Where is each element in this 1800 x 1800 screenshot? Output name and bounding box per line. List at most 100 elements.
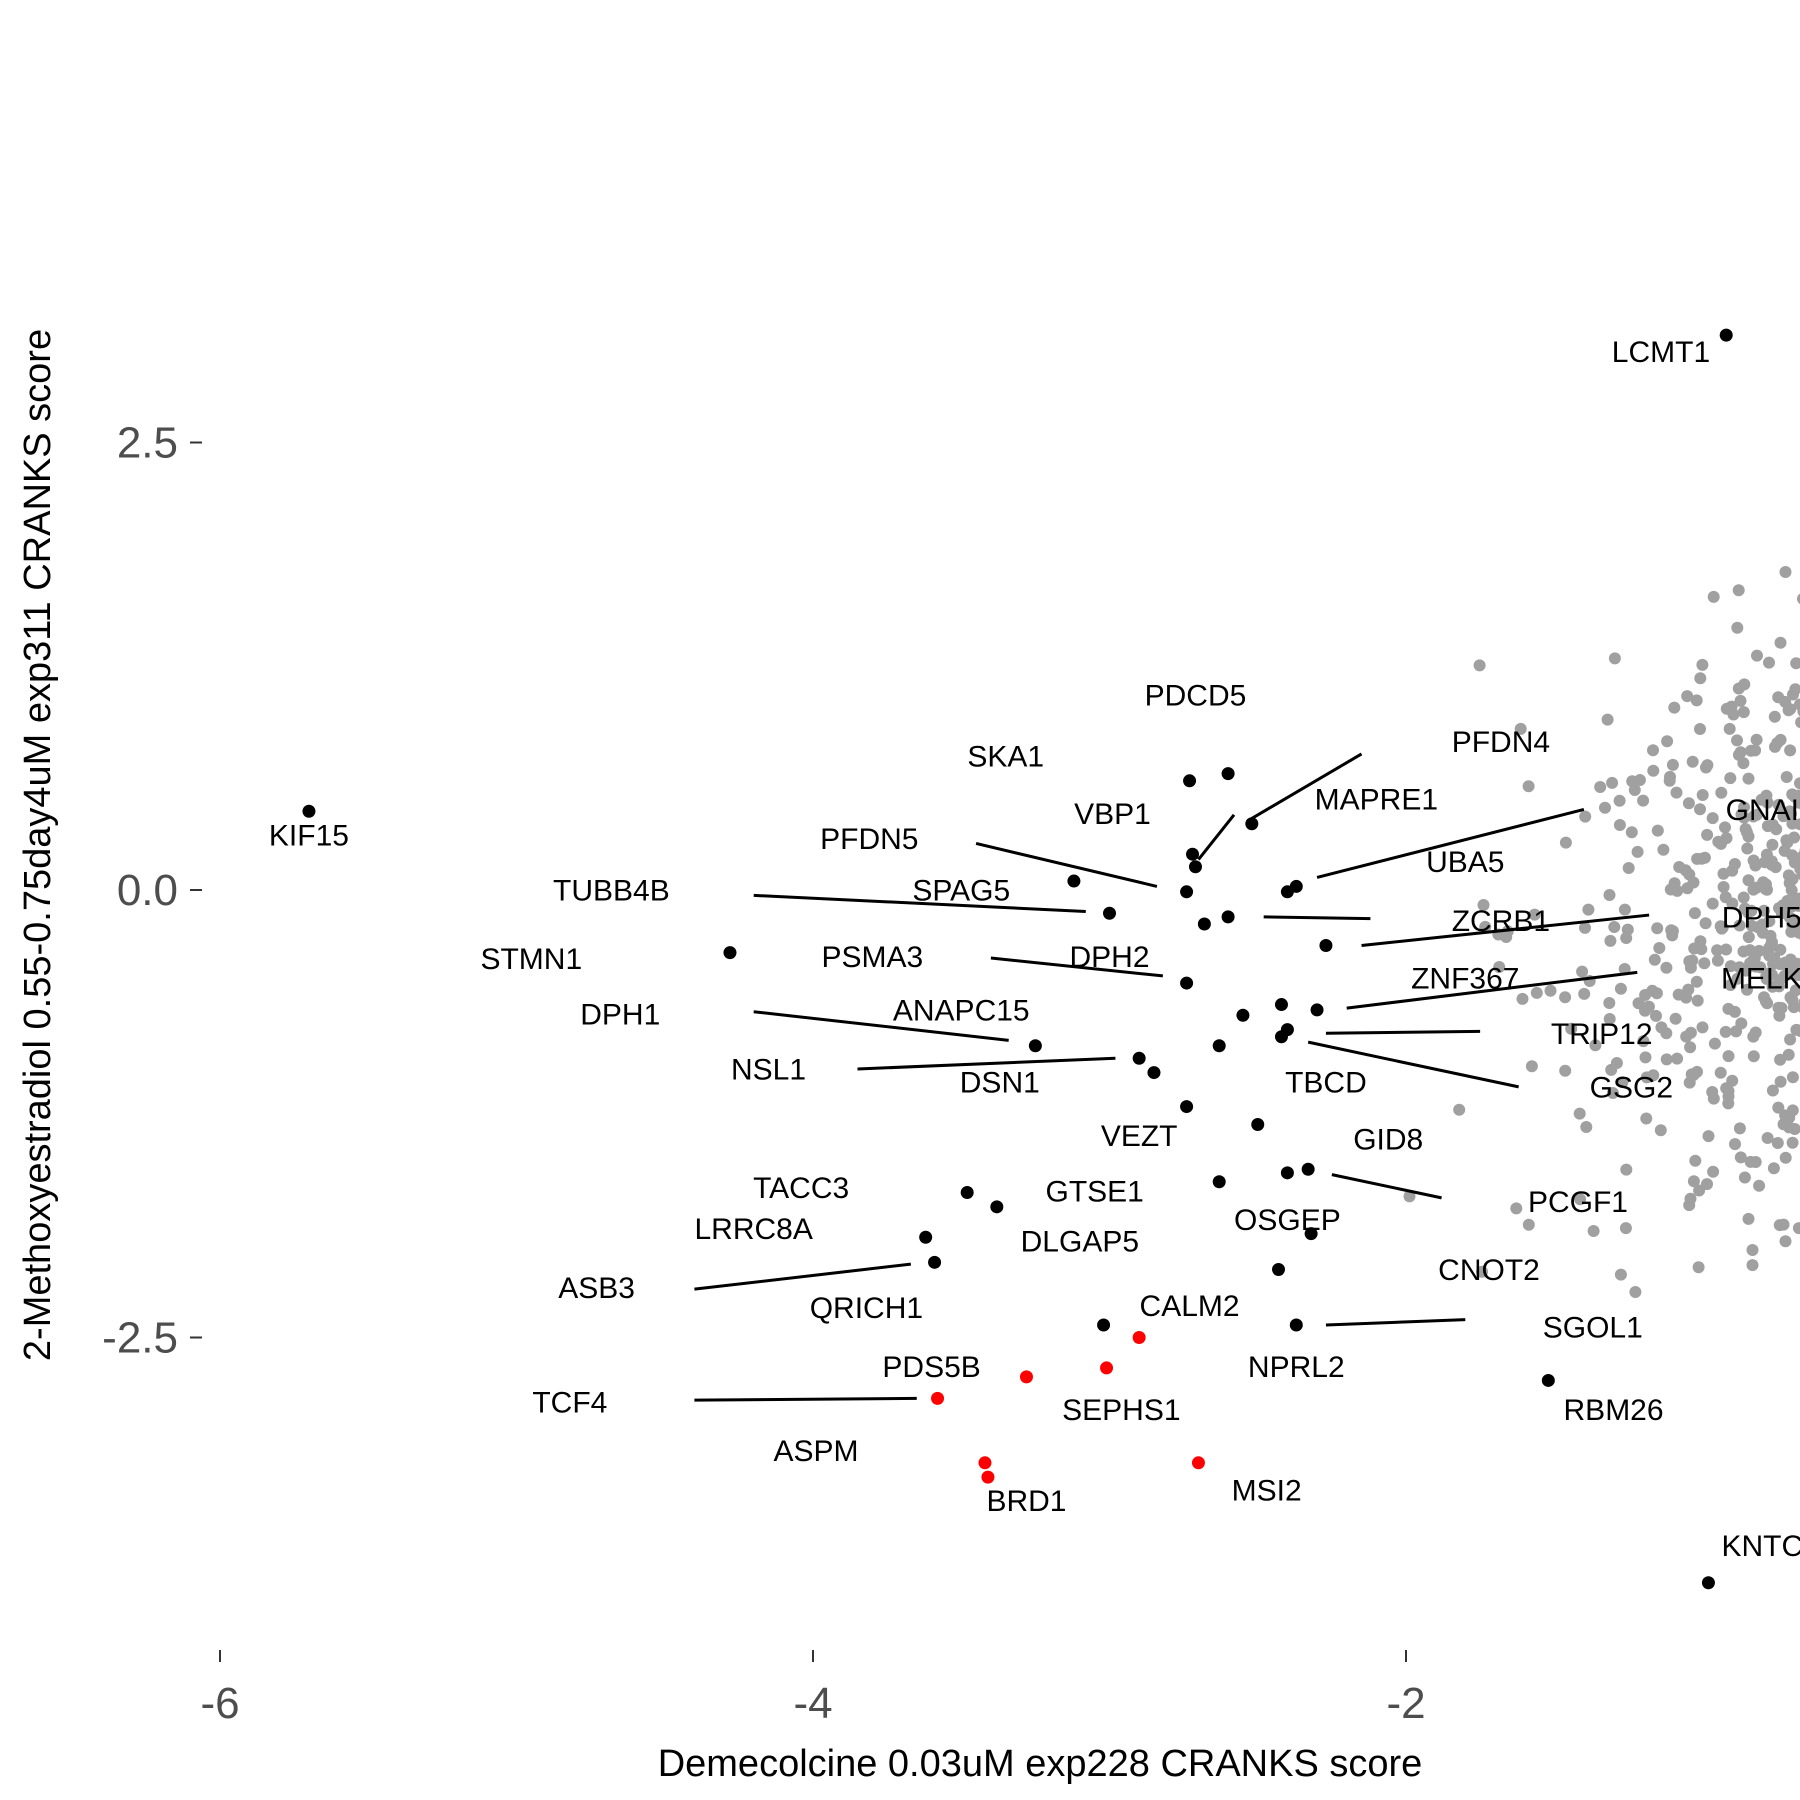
gray-point (1738, 706, 1750, 718)
gray-point (1560, 837, 1572, 849)
gray-point (1673, 989, 1685, 1001)
gray-point (1743, 1213, 1755, 1225)
gray-point (1762, 1132, 1774, 1144)
gray-point (1739, 1172, 1751, 1184)
gray-point (1681, 882, 1693, 894)
gray-point (1775, 637, 1787, 649)
gray-point (1753, 1180, 1765, 1192)
gray-point (1768, 1162, 1780, 1174)
gray-point (1708, 591, 1720, 603)
gray-point (1750, 1156, 1762, 1168)
gray-point (1666, 929, 1678, 941)
gray-point (1643, 1001, 1655, 1013)
gray-point (1743, 773, 1755, 785)
gray-point (1604, 935, 1616, 947)
gray-point (1580, 1121, 1592, 1133)
gray-point (1747, 1244, 1759, 1256)
gray-point (1783, 704, 1795, 716)
gray-point (1608, 921, 1620, 933)
gray-point (1772, 691, 1784, 703)
gray-point (1637, 795, 1649, 807)
gray-point (1769, 711, 1781, 723)
gray-point (1683, 1199, 1695, 1211)
gray-point (1723, 1091, 1735, 1103)
gray-point (1703, 1130, 1715, 1142)
gray-point (1751, 734, 1763, 746)
gray-point (1751, 650, 1763, 662)
gray-point (1626, 826, 1638, 838)
gray-point (1647, 765, 1659, 777)
gray-point (1646, 985, 1658, 997)
gray-point (1747, 1031, 1759, 1043)
gray-point (1781, 837, 1793, 849)
gray-point (1523, 1219, 1535, 1231)
gray-point (1594, 781, 1606, 793)
gray-point (1772, 1137, 1784, 1149)
gray-point (1620, 1222, 1632, 1234)
gray-point (1718, 868, 1730, 880)
gray-point (1684, 1041, 1696, 1053)
gray-point (1763, 657, 1775, 669)
gray-point (1729, 1138, 1741, 1150)
gray-point (1661, 1053, 1673, 1065)
gray-point (1640, 1113, 1652, 1125)
gray-point (1748, 1050, 1760, 1062)
gray-point (1604, 889, 1616, 901)
gray-point (1712, 836, 1724, 848)
gray-point (1664, 775, 1676, 787)
gray-point (1582, 904, 1594, 916)
gray-point (1699, 852, 1711, 864)
gray-point (1747, 1259, 1759, 1271)
gray-point (1576, 966, 1588, 978)
gray-point (1787, 1071, 1799, 1083)
gray-point (1688, 1175, 1700, 1187)
gray-point (1649, 954, 1661, 966)
gray-point (1683, 955, 1695, 967)
gray-point (1701, 759, 1713, 771)
gray-point (1718, 881, 1730, 893)
gray-point (1633, 997, 1645, 1009)
gray-point (1697, 1021, 1709, 1033)
gray-point (1647, 744, 1659, 756)
gray-point (1619, 904, 1631, 916)
gray-point (1683, 797, 1695, 809)
gray-point (1775, 1076, 1787, 1088)
gray-point (1724, 723, 1736, 735)
gray-point (1735, 695, 1747, 707)
gray-point (1695, 943, 1707, 955)
gray-point (1559, 991, 1571, 1003)
gray-point (1615, 983, 1627, 995)
gray-point (1709, 1038, 1721, 1050)
gray-point (1687, 756, 1699, 768)
gray-point (1715, 1067, 1727, 1079)
gray-point (1707, 898, 1719, 910)
gray-point (1660, 1027, 1672, 1039)
gray-point (1680, 864, 1692, 876)
gray-point (1769, 741, 1781, 753)
gray-point (1776, 1002, 1788, 1014)
gray-point (1783, 1112, 1795, 1124)
gray-point (1744, 944, 1756, 956)
gray-point (1733, 584, 1745, 596)
gray-point (1640, 1051, 1652, 1063)
gray-point (1738, 678, 1750, 690)
gray-point (1651, 922, 1663, 934)
gray-point (1694, 672, 1706, 684)
gray-point (1700, 917, 1712, 929)
gray-point (1783, 1049, 1795, 1061)
gray-point (1602, 714, 1614, 726)
gray-point (1748, 855, 1760, 867)
gray-point (1653, 942, 1665, 954)
gray-point (1723, 1050, 1735, 1062)
gray-point (1669, 877, 1681, 889)
gray-point (1707, 1166, 1719, 1178)
gray-point (1731, 622, 1743, 634)
gray-point (1701, 829, 1713, 841)
gray-point (1668, 702, 1680, 714)
gray-point (1784, 744, 1796, 756)
gray-point (1698, 957, 1710, 969)
gray-point (1692, 995, 1704, 1007)
gray-point (1629, 1286, 1641, 1298)
gray-point (1609, 652, 1621, 664)
